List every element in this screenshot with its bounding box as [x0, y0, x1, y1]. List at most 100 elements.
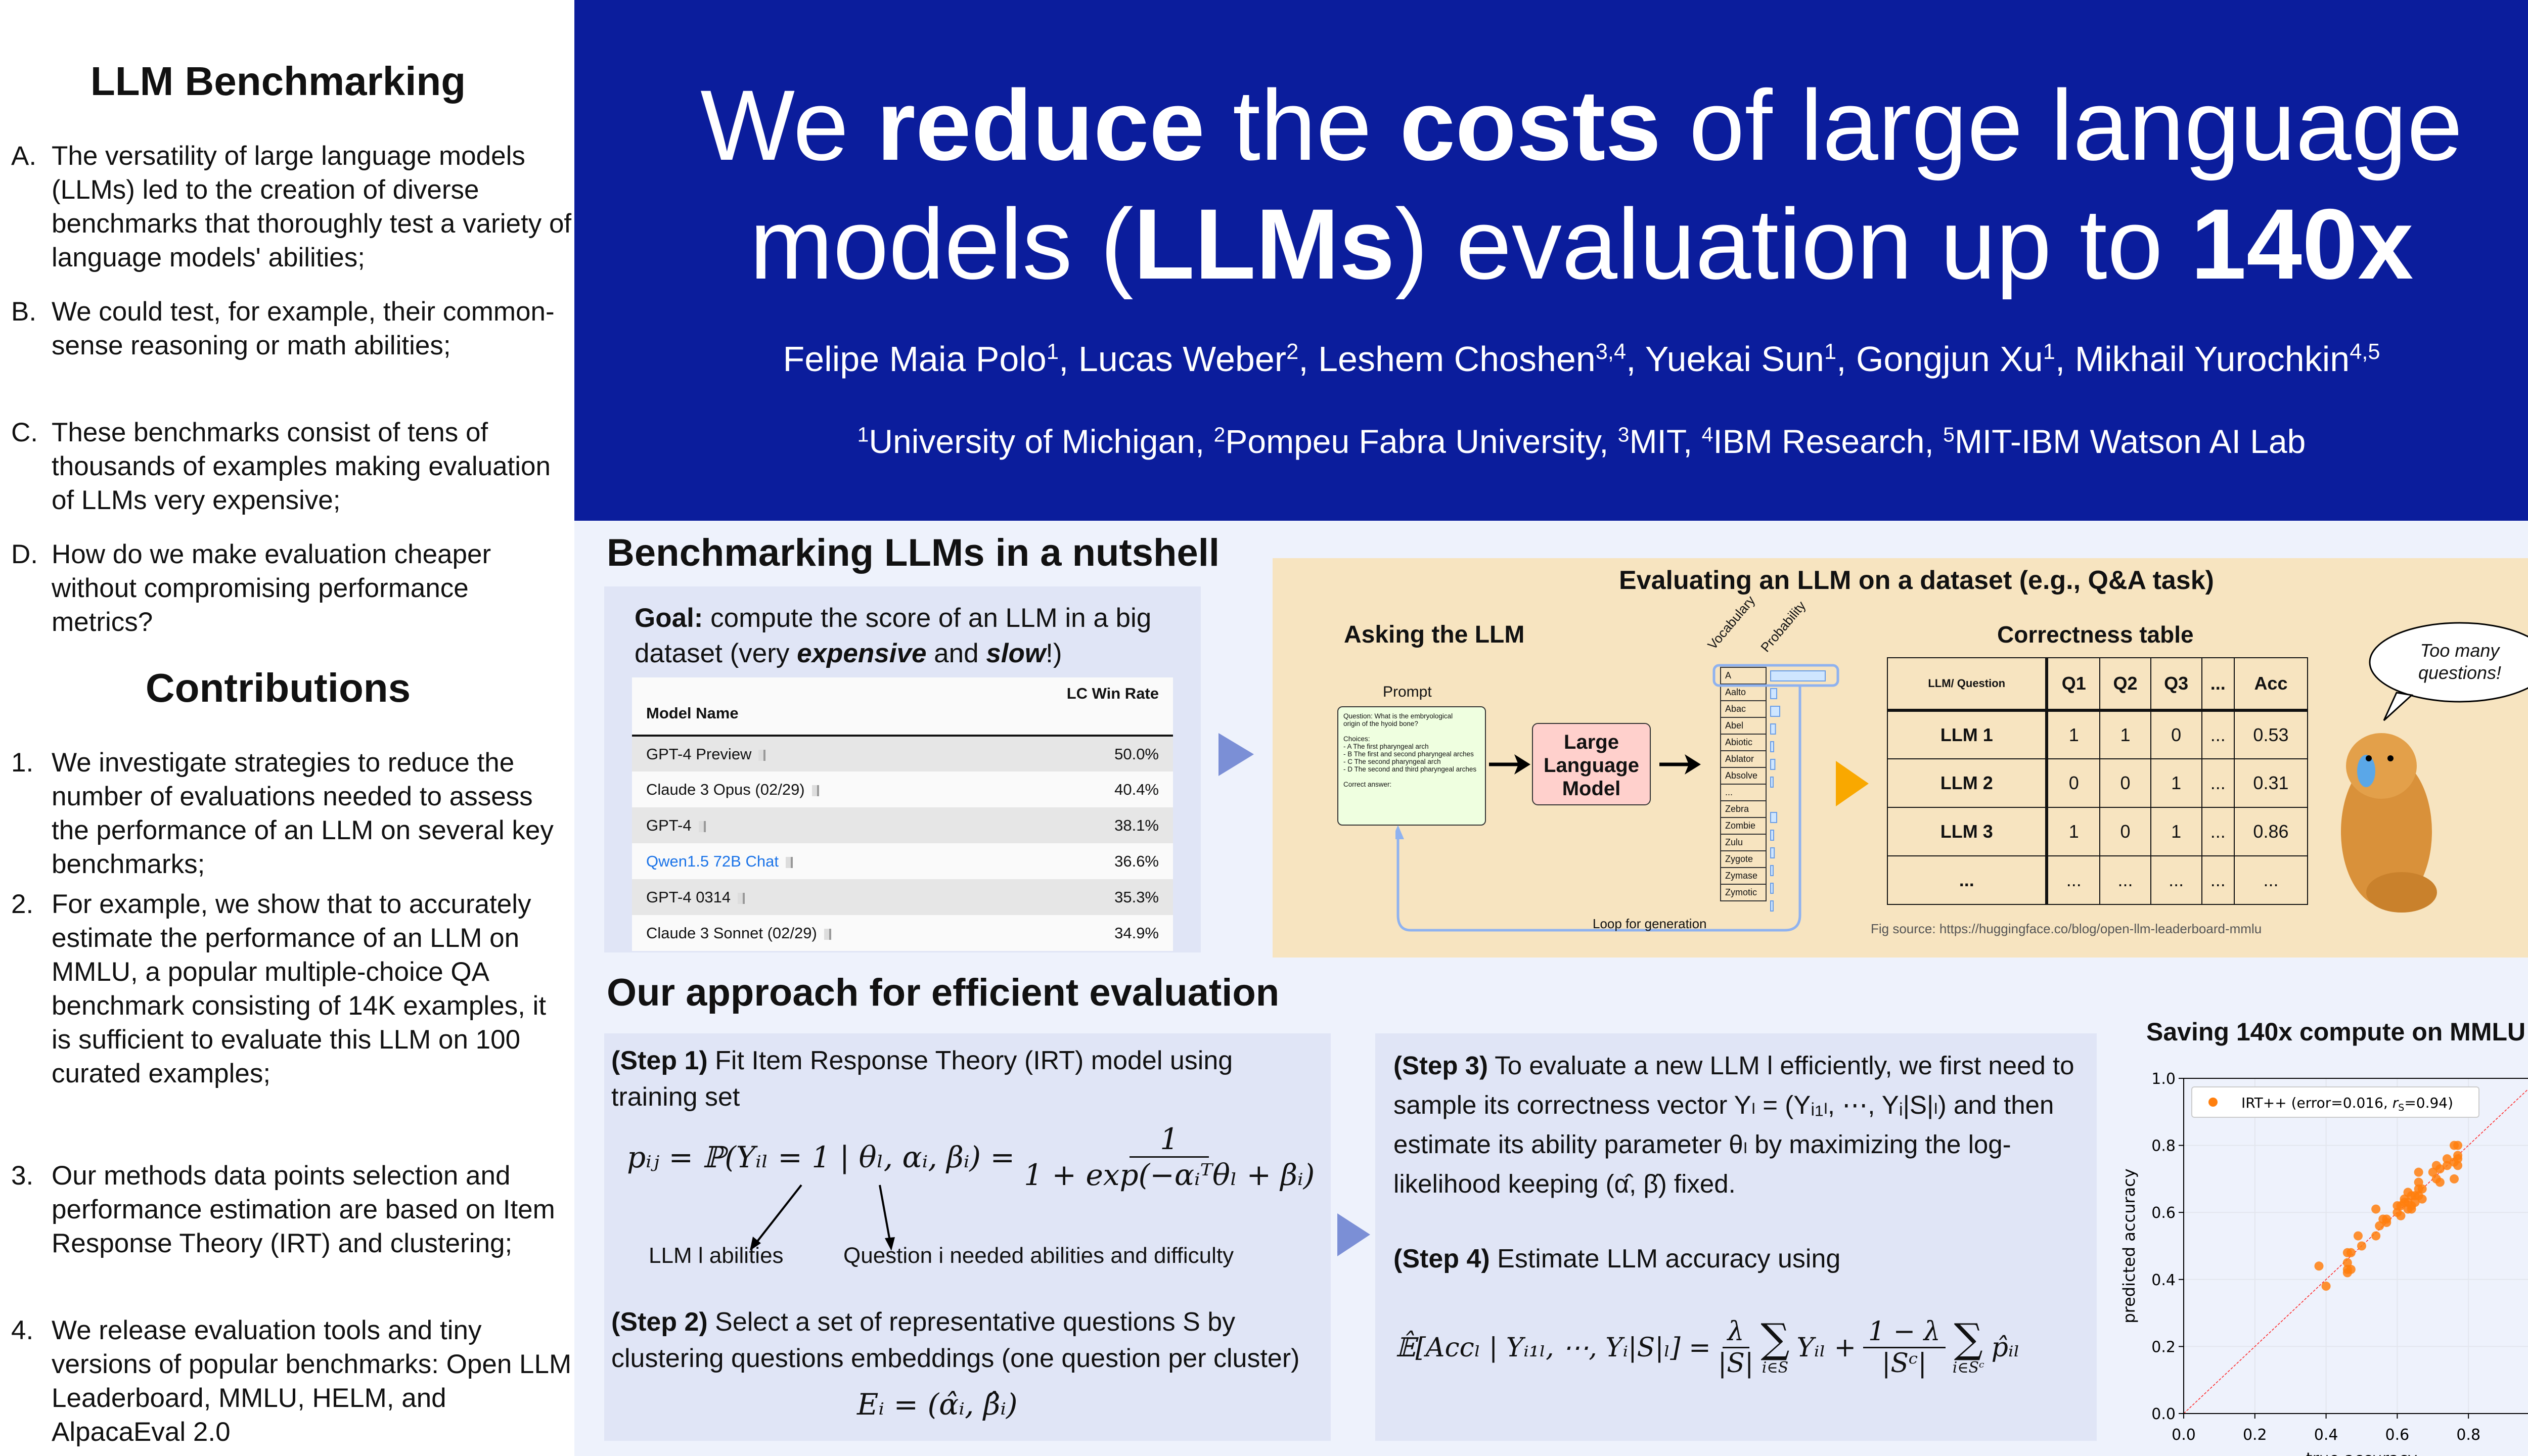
document-icon: [811, 785, 819, 796]
poster-title-line-2: models (LLMs) evaluation up to 140x: [749, 188, 2414, 300]
data-point: [2346, 1264, 2356, 1274]
data-point: [2375, 1221, 2384, 1231]
vocab-token: Zymase: [1720, 868, 1767, 885]
table-cell: Q3: [2150, 657, 2202, 712]
table-cell: ...: [2201, 657, 2235, 712]
table-row: LLM 1 1 1 0... 0.53: [1886, 710, 2309, 759]
step-3-4-box: (Step 3) To evaluate a new LLM l efficie…: [1375, 1033, 2097, 1441]
data-point: [2450, 1157, 2459, 1167]
probability-bar: [1770, 865, 1774, 876]
list-item: 1. We investigate strategies to reduce th…: [11, 746, 572, 881]
data-point: [2353, 1231, 2363, 1241]
probability-bar: [1770, 777, 1774, 788]
arrow-right-icon: [1836, 761, 1869, 806]
y-tick-label: 0.4: [2151, 1271, 2176, 1289]
probability-bar: [1770, 670, 1826, 681]
probability-bar: [1770, 830, 1774, 841]
step-4-text: (Step 4) Estimate LLM accuracy using: [1393, 1244, 1841, 1273]
legend-marker: [2208, 1098, 2218, 1107]
data-point: [2400, 1198, 2409, 1207]
table-cell: 0.31: [2233, 758, 2309, 808]
table-cell: 0: [2046, 758, 2101, 808]
llm-box: Large Language Model: [1532, 723, 1651, 805]
vocab-token: Ablator: [1720, 751, 1767, 768]
table-cell: 1: [2150, 758, 2202, 808]
approach-heading: Our approach for efficient evaluation: [607, 971, 1280, 1014]
eval-figure-title: Evaluating an LLM on a dataset (e.g., Q&…: [1619, 566, 2214, 595]
table-cell: LLM 2: [1886, 758, 2049, 808]
x-tick-label: 0.8: [2456, 1426, 2480, 1444]
arrow-right-icon: [1218, 733, 1254, 776]
affiliations: 1University of Michigan, 2Pompeu Fabra U…: [857, 423, 2306, 460]
list-marker: 3.: [11, 1161, 34, 1191]
list-text: The versatility of large language models…: [52, 141, 572, 272]
x-tick-label: 0.0: [2172, 1426, 2196, 1444]
scatter-chart: 0.00.20.40.60.81.00.00.20.40.60.81.0IRT+…: [2119, 1070, 2528, 1456]
table-cell: 1: [2046, 710, 2101, 759]
table-row: LLM 2 0 0 1... 0.31: [1886, 758, 2309, 808]
list-text: These benchmarks consist of tens of thou…: [52, 418, 551, 515]
data-point: [2314, 1261, 2324, 1271]
table-cell: ...: [2150, 855, 2202, 905]
speech-bubble-text: Too many questions!: [2418, 640, 2502, 683]
table-cell: ...: [2099, 855, 2151, 905]
probability-bar: [1770, 741, 1774, 752]
prompt-label: Prompt: [1383, 684, 1432, 700]
goal-text: Goal: compute the score of an LLM in a b…: [635, 603, 1152, 668]
contributions-heading: Contributions: [145, 665, 411, 710]
y-tick-label: 0.0: [2151, 1405, 2176, 1423]
table-row: Qwen1.5 72B Chat 36.6%: [632, 843, 1173, 879]
data-point: [2357, 1241, 2366, 1251]
vocab-token: Zebra: [1720, 801, 1767, 818]
document-icon: [758, 749, 766, 761]
step-1-2-box: (Step 1) Fit Item Response Theory (IRT) …: [604, 1033, 1331, 1441]
list-text: We could test, for example, their common…: [52, 297, 555, 360]
data-point: [2342, 1258, 2352, 1267]
x-axis-label: true accuracy: [2306, 1449, 2417, 1456]
figure-source: Fig source: https://huggingface.co/blog/…: [1871, 921, 2262, 936]
list-marker: 2.: [11, 889, 34, 919]
list-text: How do we make evaluation cheaper withou…: [52, 539, 491, 637]
table-row: Claude 3 Opus (02/29) 40.4%: [632, 771, 1173, 807]
vocab-token: Aalto: [1720, 685, 1767, 701]
probability-bar: [1770, 759, 1776, 770]
table-cell: LLM 3: [1886, 807, 2049, 856]
plot-frame: [2183, 1078, 2528, 1414]
vocabulary-list: A Aalto Abac Abel Abiotic Ablator Absolve... Ze…: [1720, 667, 1767, 901]
probability-bar: [1770, 688, 1777, 699]
table-row: ..................: [1886, 855, 2309, 905]
llm-abilities-label: LLM l abilities: [649, 1243, 784, 1268]
vocab-token: Abiotic: [1720, 735, 1767, 751]
leaderboard-table: Model Name LC Win Rate GPT-4 Preview 50.0%…: [632, 677, 1173, 951]
legend-label: IRT++ (error=0.016, rS=0.94): [2241, 1095, 2453, 1113]
table-cell: 1: [2150, 807, 2202, 856]
model-link[interactable]: Qwen1.5 72B Chat: [646, 852, 779, 870]
data-point: [2346, 1248, 2356, 1257]
vocab-token: Zulu: [1720, 835, 1767, 851]
table-row: GPT-4 0314 35.3%: [632, 879, 1173, 915]
table-cell: 0.86: [2233, 807, 2309, 856]
probability-bars: [1395, 664, 1839, 932]
column-header: LC Win Rate: [977, 677, 1173, 736]
benchmarking-heading: LLM Benchmarking: [90, 59, 466, 104]
accuracy-equation: 𝔼̂[Accₗ | Yᵢ₁ₗ, ⋯, Yᵢ|S|ₗ] = λ |S| ∑ i∈S Y…: [1395, 1315, 2020, 1379]
vocab-token: Zymotic: [1720, 885, 1767, 901]
list-item: 4. We release evaluation tools and tiny v…: [11, 1313, 572, 1449]
list-item: B. We could test, for example, their comm…: [11, 295, 572, 362]
data-point: [2442, 1161, 2452, 1170]
y-tick-label: 0.6: [2151, 1204, 2176, 1222]
list-marker: B.: [11, 297, 37, 327]
list-marker: C.: [11, 418, 38, 447]
vocab-token: Abac: [1720, 701, 1767, 718]
probability-bar: [1770, 706, 1780, 717]
column-header: Model Name: [632, 677, 978, 736]
legend-box: [2191, 1086, 2479, 1118]
data-point: [2417, 1194, 2427, 1204]
list-text: Our methods data points selection and pe…: [52, 1161, 555, 1258]
question-abilities-label: Question i needed abilities and difficul…: [843, 1243, 1234, 1268]
vocab-token: A: [1720, 668, 1767, 685]
table-cell: 1: [2099, 710, 2151, 759]
step-3-text: (Step 3) To evaluate a new LLM l efficie…: [1393, 1051, 2074, 1198]
list-text: We investigate strategies to reduce the …: [52, 748, 554, 879]
